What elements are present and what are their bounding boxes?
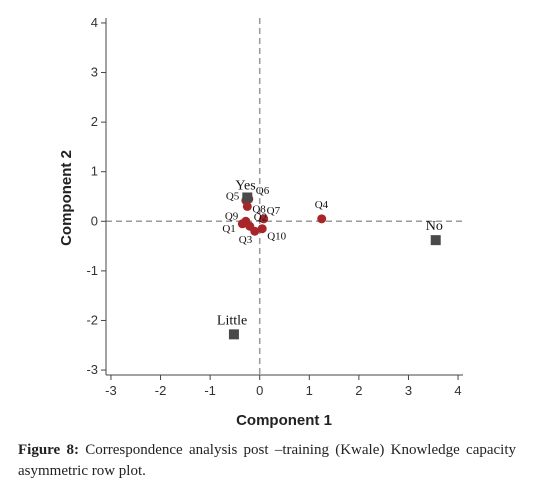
- point-label-q7: Q7: [267, 205, 281, 217]
- point-q9: [241, 216, 251, 226]
- y-tick-label: 3: [91, 65, 98, 80]
- y-axis-label: Component 2: [58, 150, 75, 246]
- point-label-yes: Yes: [235, 178, 255, 193]
- point-q7: [259, 214, 269, 224]
- point-label-no: No: [426, 219, 443, 234]
- y-tick-label: -3: [86, 362, 98, 377]
- x-tick-label: 0: [256, 383, 263, 398]
- point-label-q1: Q1: [222, 223, 235, 235]
- figure-caption: Figure 8: Correspondence analysis post –…: [18, 440, 516, 482]
- x-axis-label: Component 1: [236, 412, 332, 429]
- y-tick-label: 1: [91, 164, 98, 179]
- point-label-q5: Q5: [226, 190, 240, 202]
- point-label-q6: Q6: [256, 185, 270, 197]
- point-label-q3: Q3: [239, 234, 253, 246]
- point-label-q4: Q4: [315, 199, 329, 211]
- point-label-q2: Q2: [254, 211, 267, 223]
- caption-text: Correspondence analysis post –training (…: [18, 442, 517, 479]
- x-ticks: -3 -2 -1 0 1 2 3 4: [105, 375, 462, 398]
- x-tick-label: 1: [306, 383, 313, 398]
- y-tick-label: -1: [86, 263, 98, 278]
- category-marker-no: [430, 235, 441, 246]
- x-tick-label: -3: [105, 383, 117, 398]
- y-tick-label: 2: [91, 114, 98, 129]
- point-label-q9: Q9: [225, 210, 239, 222]
- category-marker-little: [228, 329, 239, 340]
- x-tick-label: -2: [155, 383, 167, 398]
- point-q8: [242, 201, 252, 211]
- point-label-q10: Q10: [267, 231, 286, 243]
- category-marker-yes: [242, 192, 253, 203]
- point-q3: [250, 226, 260, 236]
- plot-area: [106, 18, 463, 375]
- y-ticks: -3 -2 -1 0 1 2 3 4: [86, 15, 106, 377]
- caption-lead: Figure 8:: [18, 442, 79, 458]
- y-tick-label: 0: [91, 213, 98, 228]
- x-tick-label: -1: [204, 383, 216, 398]
- x-tick-label: 4: [454, 383, 461, 398]
- x-tick-label: 3: [405, 383, 412, 398]
- point-label-q8: Q8: [252, 203, 266, 215]
- x-tick-label: 2: [355, 383, 362, 398]
- data-markers: [228, 192, 441, 340]
- point-label-little: Little: [217, 313, 247, 328]
- point-q4: [317, 214, 327, 224]
- axes: [105, 18, 463, 376]
- y-tick-label: -2: [86, 312, 98, 327]
- y-tick-label: 4: [91, 15, 98, 30]
- point-q10: [257, 224, 267, 234]
